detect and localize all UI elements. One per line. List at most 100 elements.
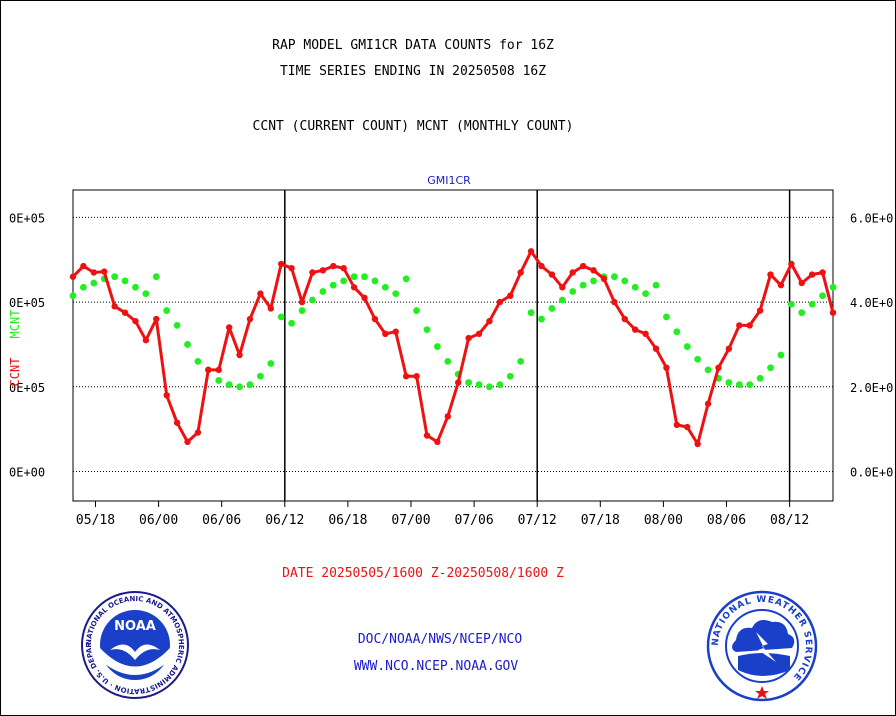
x-tick-label: 07/18 [581, 513, 620, 528]
ccnt-point [153, 315, 160, 323]
ccnt-point [569, 269, 576, 276]
x-tick-label: 08/06 [707, 513, 746, 528]
mcnt-point [444, 357, 452, 365]
mcnt-point [319, 288, 327, 295]
ccnt-point [205, 366, 212, 374]
mcnt-point [590, 277, 597, 285]
ccnt-point [756, 307, 764, 314]
ccnt-point [538, 262, 545, 270]
ccnt-point [330, 262, 337, 270]
ccnt-point [517, 269, 524, 276]
x-tick-label: 07/06 [455, 513, 494, 528]
mcnt-point [184, 341, 191, 348]
ccnt-point [267, 305, 275, 312]
mcnt-point [361, 273, 368, 281]
mcnt-point [173, 321, 181, 329]
mcnt-point [152, 273, 160, 281]
mcnt-point [808, 300, 816, 308]
mcnt-point [309, 296, 316, 304]
mcnt-point [423, 326, 431, 334]
ccnt-point [767, 271, 774, 278]
mcnt-point [694, 355, 702, 363]
noaa-logo: NATIONAL OCEANIC AND ATMOSPHERIC ADMINIS… [80, 590, 189, 699]
ccnt-point [184, 438, 191, 446]
ccnt-point [111, 303, 118, 310]
ccnt-point [402, 373, 410, 380]
website-link[interactable]: WWW.NCO.NCEP.NOAA.GOV [353, 659, 519, 674]
mcnt-point [413, 307, 420, 314]
mcnt-point [652, 281, 660, 289]
ccnt-point [90, 269, 98, 276]
ccnt-point [298, 298, 306, 306]
ccnt-point [465, 334, 472, 342]
ccnt-point [413, 373, 420, 380]
ccnt-point [455, 379, 462, 386]
mcnt-point [111, 273, 119, 281]
mcnt-point [798, 309, 806, 317]
ccnt-point [350, 284, 358, 291]
chart-title: GMI1CR [427, 174, 471, 187]
ccnt-point [340, 265, 347, 272]
ccnt-point [819, 269, 826, 276]
ccnt-point [246, 315, 254, 323]
mcnt-point [246, 381, 254, 389]
series-line-ccnt [71, 249, 835, 446]
ccnt-point [642, 330, 649, 338]
x-tick-label: 08/00 [644, 513, 683, 528]
right-tick-label: 6.0E+0 [850, 211, 893, 225]
x-tick-label: 08/12 [770, 513, 809, 528]
chart-header-line3: CCNT (CURRENT COUNT) MCNT (MONTHLY COUNT… [252, 119, 574, 134]
mcnt-point [225, 381, 233, 389]
ccnt-point [559, 284, 566, 291]
mcnt-point [787, 300, 795, 308]
chart-header-line2: TIME SERIES ENDING IN 20250508 16Z [279, 64, 547, 79]
ccnt-point [579, 262, 587, 270]
ccnt-point [798, 279, 805, 287]
mcnt-point [163, 307, 171, 314]
mcnt-point [496, 381, 504, 389]
ccnt-point [548, 271, 556, 278]
mcnt-point [558, 296, 566, 304]
ccnt-point [257, 290, 264, 297]
mcnt-point [517, 357, 525, 365]
ccnt-point [225, 324, 233, 331]
ccnt-point [215, 366, 222, 374]
x-tick-label: 06/06 [202, 513, 241, 528]
ccnt-point [808, 271, 816, 278]
mcnt-point [80, 283, 87, 291]
mcnt-point [506, 372, 514, 380]
ccnt-point [652, 345, 660, 352]
ccnt-point [715, 364, 722, 371]
mcnt-point [402, 275, 410, 283]
ccnt-point [194, 429, 202, 436]
mcnt-point [121, 277, 129, 285]
right-tick-label: 4.0E+0 [850, 296, 893, 310]
x-tick-label: 06/18 [328, 513, 367, 528]
ccnt-point [278, 260, 285, 268]
mcnt-point [288, 319, 296, 327]
ccnt-point [486, 317, 493, 325]
ccnt-point [673, 421, 681, 429]
mcnt-point [756, 374, 764, 382]
ccnt-point [288, 265, 295, 272]
ccnt-point [173, 419, 181, 426]
mcnt-point [142, 290, 150, 298]
ccnt-point [736, 322, 743, 329]
left-tick-label: 0E+05 [9, 381, 45, 395]
ccnt-point [142, 337, 150, 344]
left-tick-label: 0E+05 [9, 296, 45, 310]
right-tick-label: 2.0E+0 [850, 381, 893, 395]
ccnt-point [704, 400, 712, 407]
mcnt-point [746, 381, 754, 389]
mcnt-point [673, 328, 681, 336]
ccnt-point [236, 351, 243, 359]
ccnt-point [694, 440, 701, 448]
mcnt-point [465, 379, 473, 386]
noaa-logo-text: NOAA [114, 619, 156, 634]
ccnt-point [725, 345, 733, 352]
mcnt-point [527, 309, 535, 317]
date-range-label: DATE 20250505/1600 Z-20250508/1600 Z [282, 566, 564, 581]
mcnt-point [433, 343, 441, 350]
nws-logo: NATIONAL WEATHER SERVICE [706, 590, 818, 702]
ccnt-point [444, 413, 451, 420]
